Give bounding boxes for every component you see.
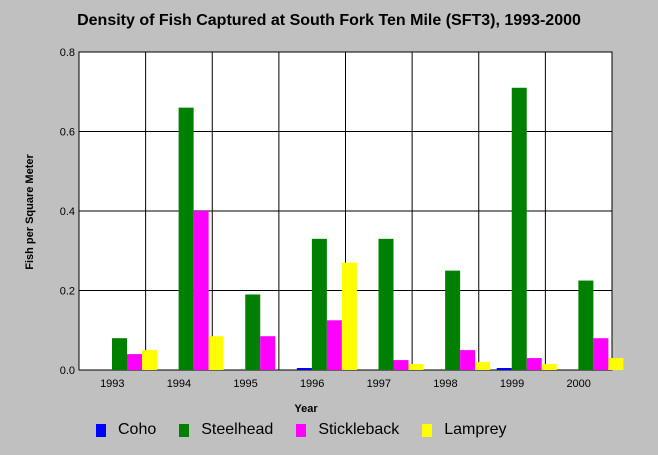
- legend-swatch: [179, 423, 190, 437]
- bar-lamprey-2000: [608, 358, 624, 370]
- bar-lamprey-1998: [475, 362, 491, 370]
- bar-lamprey-1999: [541, 364, 557, 370]
- bar-steelhead-1996: [311, 238, 327, 370]
- chart-title: Density of Fish Captured at South Fork T…: [77, 12, 581, 29]
- legend: Coho Steelhead Stickleback Lamprey: [96, 420, 529, 440]
- y-tick-label: 0.6: [60, 127, 75, 139]
- y-tick-label: 0.0: [60, 365, 75, 377]
- bar-stickleback-1998: [460, 350, 476, 370]
- y-tick-label: 0.2: [60, 286, 75, 298]
- bar-stickleback-1995: [260, 336, 276, 370]
- x-tick-label: 1994: [167, 378, 191, 390]
- bar-steelhead-1995: [245, 294, 261, 370]
- bar-steelhead-1998: [445, 270, 461, 370]
- x-tick-label: 2000: [566, 378, 590, 390]
- bar-lamprey-1997: [408, 364, 424, 370]
- bar-coho-1996: [296, 368, 312, 370]
- bar-lamprey-1996: [341, 262, 357, 370]
- legend-label: Stickleback: [318, 421, 400, 438]
- bar-stickleback-1997: [393, 360, 409, 370]
- bar-stickleback-1994: [193, 211, 209, 370]
- legend-swatch: [296, 423, 307, 437]
- x-tick-label: 1997: [367, 378, 391, 390]
- bar-stickleback-2000: [593, 338, 609, 370]
- bar-stickleback-1999: [526, 358, 542, 370]
- bar-steelhead-2000: [578, 280, 594, 370]
- legend-item-coho: Coho: [96, 421, 156, 439]
- legend-label: Coho: [118, 421, 157, 438]
- y-tick-label: 0.8: [60, 47, 75, 59]
- x-tick-label: 1993: [100, 378, 124, 390]
- bar-steelhead-1994: [178, 107, 194, 371]
- bar-lamprey-1993: [142, 350, 157, 370]
- bar-lamprey-1994: [208, 336, 224, 370]
- x-tick-label: 1995: [233, 378, 257, 390]
- legend-item-stickleback: Stickleback: [296, 421, 399, 439]
- legend-label: Steelhead: [201, 421, 274, 438]
- x-tick-label: 1999: [500, 378, 524, 390]
- x-tick-label: 1996: [300, 378, 324, 390]
- x-axis-label: Year: [294, 403, 318, 415]
- bar-coho-1999: [496, 368, 512, 370]
- legend-item-lamprey: Lamprey: [422, 421, 506, 439]
- bar-steelhead-1993: [112, 338, 127, 370]
- bar-steelhead-1997: [378, 238, 394, 370]
- legend-swatch: [96, 423, 106, 437]
- y-tick-label: 0.4: [60, 206, 75, 218]
- x-tick-label: 1998: [433, 378, 457, 390]
- legend-label: Lamprey: [444, 421, 507, 438]
- bar-steelhead-1999: [511, 87, 527, 371]
- bar-stickleback-1996: [326, 320, 342, 370]
- legend-swatch: [422, 423, 433, 437]
- bar-stickleback-1993: [127, 354, 142, 370]
- legend-item-steelhead: Steelhead: [179, 421, 273, 439]
